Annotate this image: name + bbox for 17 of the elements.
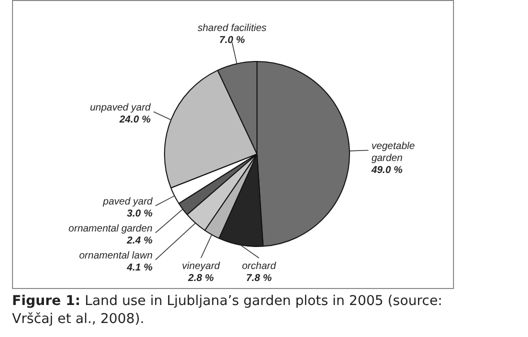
slice-label: ornamental garden bbox=[68, 224, 153, 235]
data-label: 2.4 % bbox=[126, 236, 153, 247]
data-label: 7.8 % bbox=[246, 272, 272, 284]
caption: Figure 1: Land use in Ljubljana’s garden plots in 2005 (source: Vrščaj et al., 2008). bbox=[12, 292, 444, 328]
data-label: 4.1 % bbox=[126, 262, 153, 274]
data-label: 2.8 % bbox=[187, 272, 214, 284]
data-label: 7.0 % bbox=[219, 35, 245, 46]
slice-label: orchard bbox=[242, 260, 276, 272]
slice-label: vineyard bbox=[182, 260, 220, 272]
slice-label: ornamental lawn bbox=[79, 250, 153, 262]
slice-label: paved yard bbox=[102, 196, 153, 208]
slice-label: vegetable garden bbox=[371, 141, 416, 164]
slice-label: unpaved yard bbox=[90, 102, 152, 114]
slice-label: shared facilities bbox=[198, 23, 267, 34]
data-label: 3.0 % bbox=[126, 208, 153, 220]
data-label: 24.0 % bbox=[118, 114, 151, 126]
data-label: 49.0 % bbox=[370, 164, 403, 176]
